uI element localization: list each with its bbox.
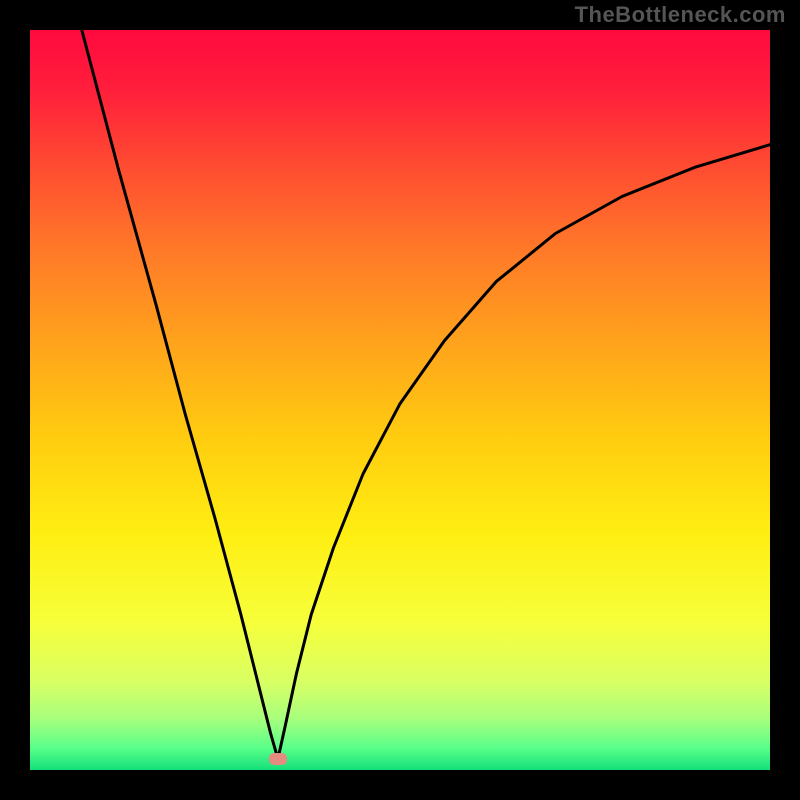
curve-svg bbox=[30, 30, 770, 770]
watermark-text: TheBottleneck.com bbox=[575, 2, 786, 28]
plot-area bbox=[30, 30, 770, 770]
v-curve-path bbox=[82, 30, 770, 759]
min-marker bbox=[269, 753, 287, 765]
chart-stage: TheBottleneck.com bbox=[0, 0, 800, 800]
